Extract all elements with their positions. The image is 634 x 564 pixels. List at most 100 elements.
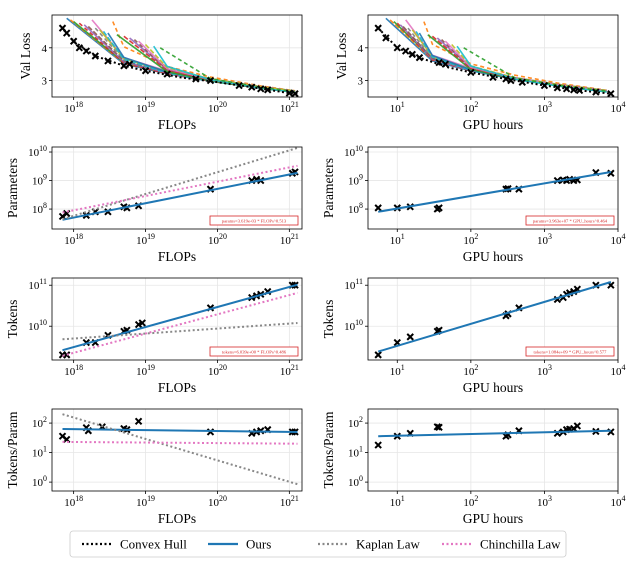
data-point-marker bbox=[575, 86, 584, 95]
legend-item-ours: Ours bbox=[208, 537, 271, 552]
x-axis-label: GPU hours bbox=[463, 511, 523, 526]
data-point-marker bbox=[285, 89, 294, 97]
x-tick-label: 101 bbox=[390, 494, 405, 509]
kaplan-law-line bbox=[62, 413, 298, 486]
fit-equation-box: params=3.619e-03 * FLOPs^0.513 bbox=[209, 215, 299, 226]
plot-area bbox=[374, 422, 615, 449]
legend-label-hull: Convex Hull bbox=[120, 537, 187, 552]
y-axis-label: Tokens/Param bbox=[5, 411, 20, 489]
x-tick-label: 104 bbox=[611, 494, 626, 509]
x-axis-label: FLOPs bbox=[158, 511, 196, 526]
data-point-marker bbox=[257, 85, 265, 93]
data-point-marker bbox=[553, 84, 562, 92]
data-point-marker bbox=[540, 81, 549, 90]
fit-equation-text: params=3.963e+07 * GPU_hours^0.464 bbox=[533, 219, 608, 224]
data-point-marker bbox=[435, 204, 443, 212]
sweep-curve bbox=[78, 22, 296, 94]
x-tick-label: 103 bbox=[537, 494, 552, 509]
y-tick-label: 1010 bbox=[344, 318, 363, 333]
axes-frame bbox=[367, 277, 619, 361]
x-tick-label: 1018 bbox=[64, 363, 83, 378]
data-point-marker bbox=[435, 58, 443, 67]
y-tick-label: 100 bbox=[32, 474, 47, 489]
data-point-marker bbox=[192, 75, 200, 83]
y-axis-label: Parameters bbox=[5, 158, 20, 218]
ours-fit-line bbox=[62, 283, 298, 352]
y-tick-label: 108 bbox=[32, 201, 47, 216]
ours-fit-line bbox=[378, 171, 612, 213]
data-point-marker bbox=[408, 50, 417, 59]
y-tick-label: 101 bbox=[348, 445, 363, 460]
sweep-curve bbox=[144, 43, 296, 92]
panel-ratio-gpu: 101 102 103 104 100 101 102 GPU hours Tokens/Par… bbox=[321, 408, 626, 526]
legend-label-chinchilla: Chinchilla Law bbox=[480, 537, 561, 552]
data-point-marker bbox=[401, 47, 410, 55]
y-tick-label: 109 bbox=[348, 173, 363, 188]
data-point-marker bbox=[502, 75, 510, 83]
data-point-marker bbox=[607, 169, 615, 177]
data-point-marker bbox=[489, 73, 497, 82]
ours-fit-line bbox=[62, 428, 298, 433]
data-point-marker bbox=[141, 67, 150, 75]
x-axis-label: GPU hours bbox=[463, 117, 523, 132]
legend-label-ours: Ours bbox=[246, 537, 271, 552]
y-tick-label: 100 bbox=[348, 474, 363, 489]
plot-area bbox=[374, 168, 615, 213]
data-point-marker bbox=[163, 70, 171, 78]
chinchilla-law-line bbox=[62, 440, 298, 445]
kaplan-law-line bbox=[62, 322, 298, 341]
chinchilla-law-line bbox=[62, 291, 298, 357]
legend-label-kaplan: Kaplan Law bbox=[356, 537, 421, 552]
y-tick-label: 108 bbox=[348, 201, 363, 216]
x-tick-label: 102 bbox=[463, 363, 478, 378]
x-axis-label: FLOPs bbox=[158, 380, 196, 395]
sweep-curve bbox=[153, 45, 296, 94]
data-point-marker bbox=[382, 34, 390, 42]
data-point-marker bbox=[69, 37, 78, 45]
panel-tokens-flops: 1018 1019 1020 1021 1010 1011 tokens=6.039e+00… bbox=[5, 277, 303, 395]
y-axis-label: Tokens bbox=[321, 300, 336, 339]
sweep-curve bbox=[159, 47, 296, 93]
y-tick-label: 1011 bbox=[28, 277, 47, 292]
y-tick-label: 4 bbox=[358, 43, 364, 55]
chinchilla-law-line bbox=[62, 164, 298, 214]
x-tick-label: 103 bbox=[537, 363, 552, 378]
data-point-marker bbox=[607, 90, 615, 97]
sweep-curve bbox=[456, 45, 607, 93]
fit-equation-frame bbox=[525, 346, 615, 357]
panel-params-flops: 1018 1019 1020 1021 108 109 1010 params=3.619e-… bbox=[5, 144, 303, 264]
data-point-marker bbox=[374, 204, 382, 212]
data-point-marker bbox=[393, 44, 401, 52]
y-tick-label: 1010 bbox=[28, 144, 47, 159]
data-point-marker bbox=[125, 60, 134, 68]
data-point-marker bbox=[82, 47, 91, 55]
data-point-marker bbox=[467, 68, 475, 77]
data-point-marker bbox=[507, 76, 515, 85]
panel-tokens-gpu: 101 102 103 104 1010 1011 tokens=1.084e+09 * G… bbox=[321, 277, 626, 395]
data-point-marker bbox=[406, 333, 414, 341]
data-point-marker bbox=[441, 60, 450, 68]
data-point-marker bbox=[248, 83, 256, 91]
plot-area bbox=[58, 147, 299, 221]
axes-frame bbox=[367, 408, 619, 492]
kaplan-law-line bbox=[62, 147, 298, 221]
data-point-marker bbox=[435, 423, 443, 432]
plot-area bbox=[374, 281, 615, 359]
data-point-marker bbox=[91, 52, 99, 60]
sweep-curve bbox=[94, 27, 296, 93]
data-point-marker bbox=[374, 24, 382, 32]
data-point-marker bbox=[62, 29, 71, 37]
fit-equation-box: tokens=6.039e+00 * FLOPs^0.486 bbox=[209, 346, 299, 357]
sweep-curve bbox=[133, 39, 296, 94]
sweep-curve bbox=[123, 35, 296, 93]
data-point-marker bbox=[134, 417, 143, 425]
x-tick-label: 104 bbox=[611, 100, 626, 115]
y-tick-label: 1010 bbox=[344, 144, 363, 159]
legend-item-hull: Convex Hull bbox=[82, 537, 187, 552]
x-tick-label: 1021 bbox=[280, 232, 299, 247]
x-tick-label: 103 bbox=[537, 232, 552, 247]
data-point-marker bbox=[374, 351, 382, 359]
data-point-marker bbox=[206, 76, 215, 85]
fit-equation-frame bbox=[209, 346, 299, 357]
